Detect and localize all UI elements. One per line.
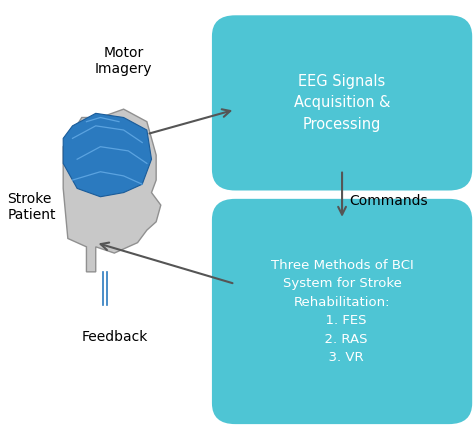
Text: Motor
Imagery: Motor Imagery [95,46,152,76]
Polygon shape [63,109,161,272]
Text: Commands: Commands [349,194,428,208]
FancyBboxPatch shape [212,15,472,190]
Text: EEG Signals
Acquisition &
Processing: EEG Signals Acquisition & Processing [294,74,390,132]
Polygon shape [63,113,152,197]
Text: Feedback: Feedback [81,329,147,343]
Text: Three Methods of BCI
System for Stroke
Rehabilitation:
  1. FES
  2. RAS
  3. VR: Three Methods of BCI System for Stroke R… [271,259,413,364]
FancyBboxPatch shape [212,199,472,424]
Text: Stroke
Patient: Stroke Patient [8,192,56,222]
